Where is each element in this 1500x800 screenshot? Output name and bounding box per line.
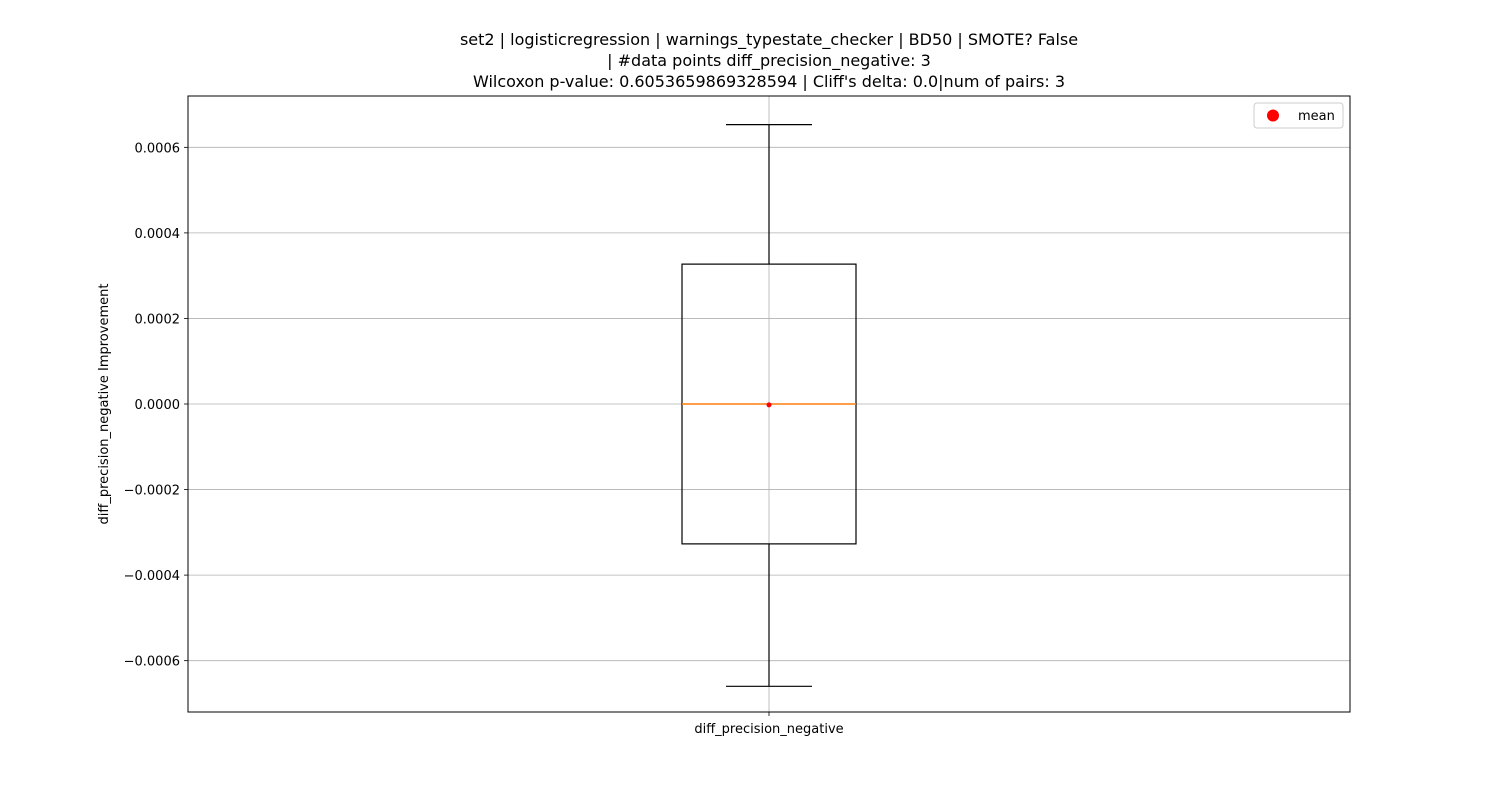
y-axis-label: diff_precision_negative Improvement — [97, 284, 112, 525]
y-tick-label: −0.0004 — [124, 569, 180, 584]
box-layer — [681, 124, 857, 687]
legend: mean — [1253, 102, 1344, 129]
y-axis-ticks: −0.0006 −0.0004 −0.0002 0.0000 0.0002 0.0004 0… — [124, 141, 188, 670]
y-tick-label: 0.0000 — [135, 398, 181, 413]
chart-title-line-1: set2 | logisticregression | warnings_typ… — [459, 30, 1079, 49]
chart-title-line-2: | #data points diff_precision_negative: … — [607, 51, 931, 70]
mean-marker — [766, 402, 772, 408]
legend-frame — [1253, 102, 1344, 129]
legend-mean-label: mean — [1298, 109, 1335, 124]
x-axis-ticks: diff_precision_negative — [694, 712, 844, 737]
y-tick-label: −0.0006 — [124, 655, 180, 670]
y-tick-label: −0.0002 — [124, 484, 180, 499]
y-tick-label: 0.0002 — [135, 312, 181, 327]
chart-title-line-3: Wilcoxon p-value: 0.6053659869328594 | C… — [472, 72, 1065, 91]
legend-mean-marker — [1267, 109, 1279, 122]
x-tick-label: diff_precision_negative — [694, 722, 843, 737]
y-tick-label: 0.0004 — [135, 227, 181, 242]
y-tick-label: 0.0006 — [135, 141, 181, 156]
